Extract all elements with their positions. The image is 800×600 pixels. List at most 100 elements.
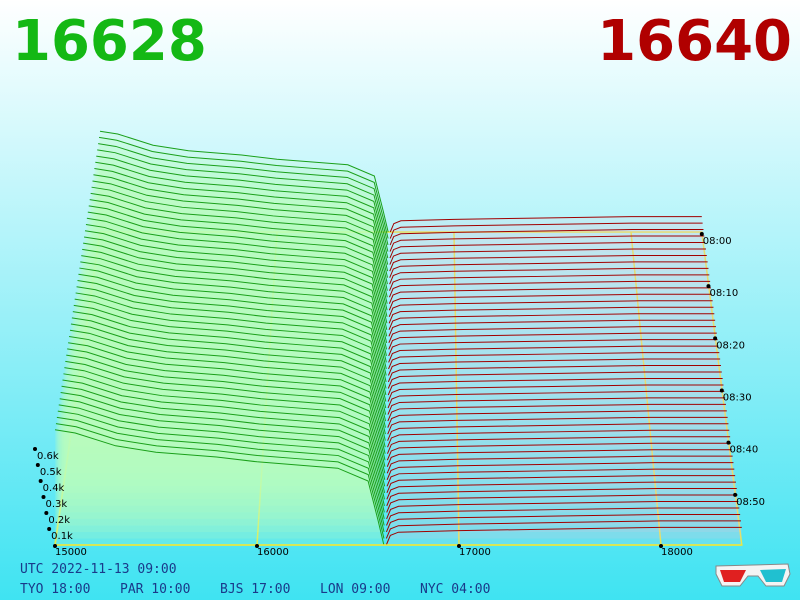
asks-line xyxy=(387,410,727,428)
bids-line xyxy=(67,348,386,461)
bids-line xyxy=(93,174,389,278)
bids-line xyxy=(65,360,386,474)
bids-area xyxy=(79,268,387,376)
asks-line xyxy=(385,526,742,546)
bids-line xyxy=(82,248,387,357)
time-tick xyxy=(713,336,718,341)
asks-line xyxy=(387,423,729,441)
bids-area xyxy=(88,205,388,311)
asks-line xyxy=(388,280,711,298)
bids-line xyxy=(77,280,387,389)
time-tick xyxy=(726,440,731,445)
time-tick-label: 08:50 xyxy=(736,497,765,508)
bids-area xyxy=(93,174,388,278)
asks-line xyxy=(387,377,723,396)
x-tick-label: 17000 xyxy=(459,547,491,558)
bids-line xyxy=(84,230,388,337)
bids-area xyxy=(87,212,387,317)
clock: NYC 04:00 xyxy=(420,582,490,597)
time-tick-label: 08:10 xyxy=(709,288,738,299)
bids-area xyxy=(97,149,388,252)
asks-line xyxy=(386,481,736,500)
bids-area xyxy=(58,404,385,519)
y-tick xyxy=(35,463,40,467)
bids-area xyxy=(74,299,386,409)
bids-area xyxy=(59,398,385,513)
bids-area xyxy=(92,180,388,285)
bids-line xyxy=(66,354,386,467)
asks-line xyxy=(388,313,715,331)
asks-line xyxy=(386,488,737,507)
asks-line xyxy=(389,242,706,259)
bids-line xyxy=(73,304,387,415)
bids-line xyxy=(57,410,385,526)
bids-area xyxy=(55,423,384,539)
asks-line xyxy=(386,442,731,461)
asks-line xyxy=(388,287,711,304)
y-tick-label: 0.4k xyxy=(43,483,65,494)
asks-line xyxy=(388,352,720,370)
bids-line xyxy=(95,161,389,265)
bids-area xyxy=(65,361,385,474)
y-tick xyxy=(47,527,52,531)
bids-line xyxy=(99,130,389,233)
bids-line xyxy=(94,168,389,272)
bids-area xyxy=(77,280,387,389)
bids-area xyxy=(66,355,385,467)
bids-area xyxy=(90,193,388,298)
ask-price: 16640 xyxy=(597,9,792,74)
bids-line xyxy=(83,242,388,350)
time-tick-label: 08:40 xyxy=(729,445,758,456)
bids-line xyxy=(80,261,387,370)
y-tick-label: 0.3k xyxy=(46,499,68,510)
grid-line xyxy=(630,231,662,546)
bids-area xyxy=(60,392,385,506)
time-tick-label: 08:20 xyxy=(716,340,745,351)
bids-area xyxy=(94,168,388,272)
asks-line xyxy=(389,222,703,239)
bids-line xyxy=(86,217,388,324)
bids-area xyxy=(95,162,388,265)
time-tick xyxy=(699,232,704,236)
bids-area xyxy=(84,236,387,343)
bids-area xyxy=(57,411,385,526)
bids-line xyxy=(63,373,386,487)
asks-line xyxy=(389,235,705,252)
bids-line xyxy=(69,329,386,441)
bids-area xyxy=(96,156,388,259)
asks-line xyxy=(385,513,741,533)
asks-line xyxy=(389,267,709,285)
asks-line xyxy=(386,462,734,480)
bids-area xyxy=(63,373,385,487)
time-tick-label: 08:00 xyxy=(703,236,732,247)
clocks: TYO 18:00 PAR 10:00 BJS 17:00 LON 09:00 NYC … xyxy=(20,582,490,597)
bids-line xyxy=(71,317,386,428)
x-tick-label: 18000 xyxy=(661,547,693,558)
bid-price: 16628 xyxy=(12,9,207,74)
bids-line xyxy=(70,323,386,435)
x-tick xyxy=(53,544,57,548)
asks-line xyxy=(387,403,726,422)
bids-area xyxy=(55,429,384,545)
asks-line xyxy=(386,468,735,487)
asks-line xyxy=(389,254,707,272)
bids-line xyxy=(97,149,389,252)
3d-glasses-icon xyxy=(715,563,791,587)
bids-line xyxy=(54,429,385,546)
bids-area xyxy=(67,348,386,461)
asks-line xyxy=(388,345,719,363)
bids-line xyxy=(79,267,387,376)
bids-line xyxy=(89,199,388,304)
asks-line xyxy=(389,274,710,291)
asks-area xyxy=(386,520,741,539)
x-tick xyxy=(659,544,663,548)
bids-line xyxy=(55,423,385,539)
bids-area xyxy=(81,255,387,363)
y-tick xyxy=(41,495,46,499)
bids-area xyxy=(68,342,386,454)
bids-line xyxy=(85,224,388,330)
bids-area xyxy=(62,380,385,493)
asks-line xyxy=(386,449,732,467)
y-tick xyxy=(44,511,49,515)
bids-area xyxy=(91,187,388,291)
